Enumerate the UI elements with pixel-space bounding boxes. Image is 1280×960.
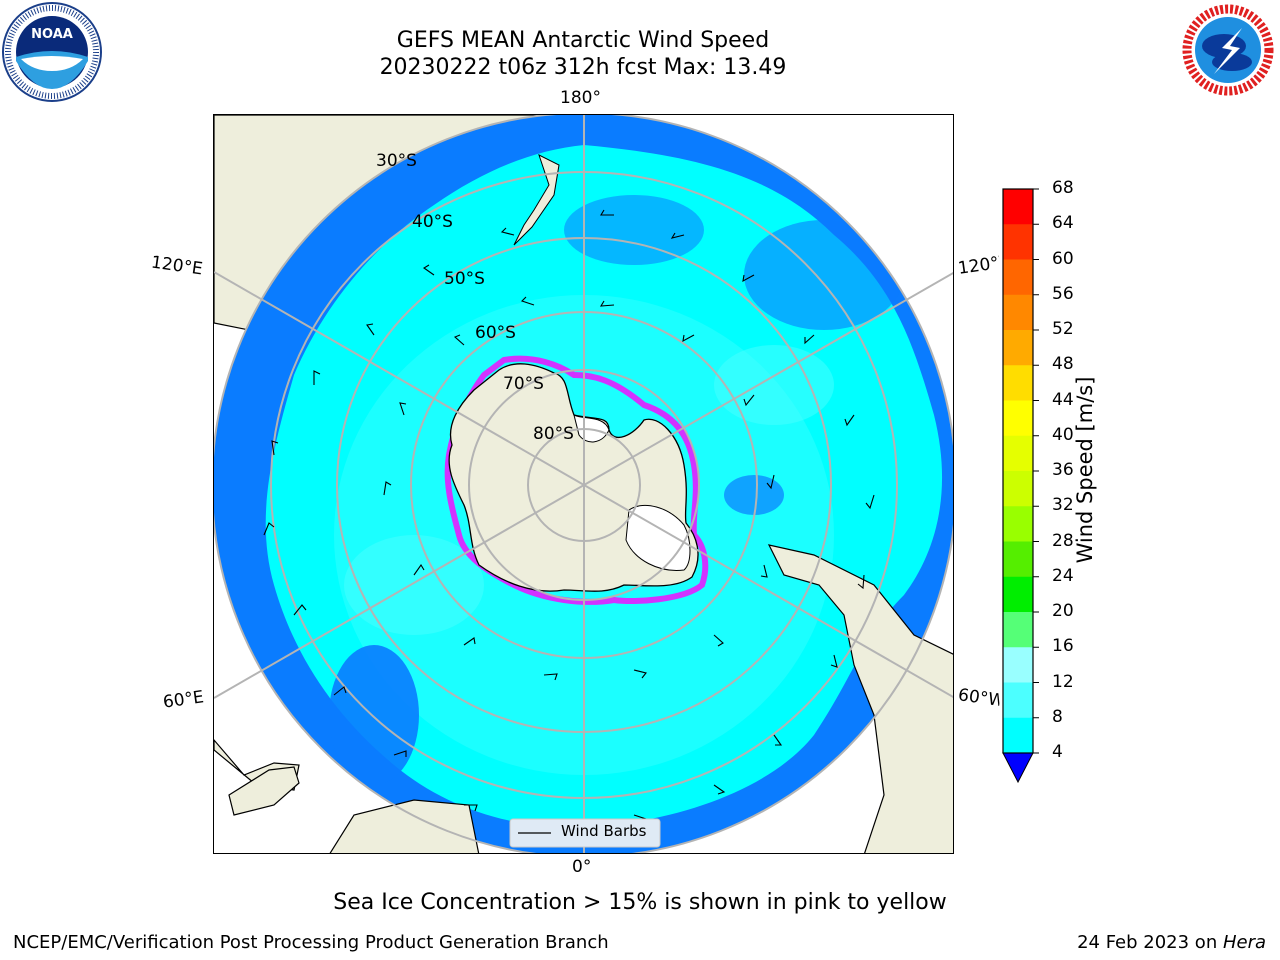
colorbar-segment xyxy=(1003,682,1033,719)
lat-label-30s: 30°S xyxy=(376,151,417,171)
noaa-logo: NOAA xyxy=(2,2,102,102)
map-title: GEFS MEAN Antarctic Wind Speed xyxy=(396,28,770,53)
lon-label-bottom: 0° xyxy=(572,857,592,877)
svg-text:NOAA: NOAA xyxy=(31,27,73,42)
nws-logo xyxy=(1181,3,1275,97)
lat-label-80s: 80°S xyxy=(533,424,574,444)
wind-barbs-legend xyxy=(509,818,661,848)
colorbar-tick-label: 52 xyxy=(1052,319,1074,339)
colorbar-tick-label: 56 xyxy=(1052,283,1074,304)
colorbar-tick-label: 24 xyxy=(1052,565,1074,586)
lon-label-120e: 120°E xyxy=(149,252,204,280)
weddell-ice-shelf xyxy=(625,504,691,571)
lon-label-top: 180° xyxy=(560,88,601,108)
lon-label-60e: 60°E xyxy=(161,687,206,713)
footer-machine: Hera xyxy=(1222,932,1266,953)
colorbar-segment xyxy=(1003,541,1033,578)
colorbar-segment xyxy=(1003,471,1033,507)
colorbar-tick-label: 8 xyxy=(1052,706,1063,727)
colorbar-under-arrow xyxy=(1002,752,1034,784)
colorbar-segment xyxy=(1003,435,1033,472)
sea-ice-caption: Sea Ice Concentration > 15% is shown in … xyxy=(333,890,947,915)
sea-ice-edge xyxy=(444,355,709,605)
colorbar-tick-label: 44 xyxy=(1052,389,1074,410)
colorbar-segment xyxy=(1003,330,1033,366)
colorbar-segment xyxy=(1003,259,1033,296)
colorbar-tick-label: 40 xyxy=(1052,424,1074,445)
graticule xyxy=(214,115,953,853)
colorbar-segment xyxy=(1003,400,1033,437)
madagascar-land xyxy=(228,766,300,816)
wind-barbs xyxy=(263,209,875,838)
colorbar-segment xyxy=(1003,224,1033,260)
map-panel xyxy=(213,114,954,854)
polar-map xyxy=(214,115,953,853)
colorbar-tick-label: 12 xyxy=(1052,671,1074,692)
colorbar-tick-label: 48 xyxy=(1052,354,1074,375)
colorbar-tick-label: 60 xyxy=(1052,248,1074,269)
lat-label-60s: 60°S xyxy=(475,323,516,343)
lat-label-50s: 50°S xyxy=(444,269,485,289)
colorbar-tick-label: 64 xyxy=(1052,213,1074,234)
colorbar-segment xyxy=(1003,576,1033,613)
map-subtitle: 20230222 t06z 312h fcst Max: 13.49 xyxy=(379,55,787,80)
footer-org: NCEP/EMC/Verification Post Processing Pr… xyxy=(13,932,609,953)
legend-label: Wind Barbs xyxy=(561,822,647,840)
colorbar-tick-label: 16 xyxy=(1052,636,1074,657)
colorbar xyxy=(1002,188,1039,784)
lat-label-70s: 70°S xyxy=(503,374,544,394)
colorbar-tick-label: 4 xyxy=(1052,742,1063,762)
lat-label-40s: 40°S xyxy=(412,212,453,232)
colorbar-segment xyxy=(1003,506,1033,542)
lon-label-120w: 120°W xyxy=(956,253,1002,279)
colorbar-tick-label: 36 xyxy=(1052,460,1074,480)
colorbar-segment xyxy=(1003,717,1033,754)
colorbar-tick-label: 28 xyxy=(1052,530,1074,551)
lon-label-60w: 60°W xyxy=(956,685,1002,711)
footer-date-text: 24 Feb 2023 on xyxy=(1077,932,1223,953)
colorbar-tick-label: 68 xyxy=(1052,178,1074,198)
new-zealand-land xyxy=(513,154,560,246)
colorbar-segment xyxy=(1003,647,1033,683)
colorbar-segment xyxy=(1003,365,1033,401)
colorbar-segment xyxy=(1003,612,1033,648)
colorbar-tick-label: 20 xyxy=(1052,601,1074,621)
footer-date: 24 Feb 2023 on Hera xyxy=(1077,932,1266,953)
colorbar-segment xyxy=(1003,294,1033,331)
colorbar-tick-label: 32 xyxy=(1052,495,1074,516)
colorbar-segment xyxy=(1003,189,1033,225)
colorbar-label: Wind Speed [m/s] xyxy=(1073,376,1097,564)
